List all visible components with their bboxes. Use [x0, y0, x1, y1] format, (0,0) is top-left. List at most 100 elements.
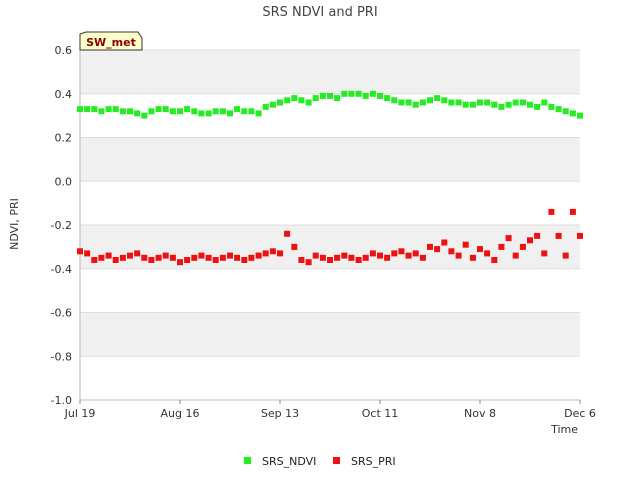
- ndvi-point: [277, 99, 283, 106]
- ndvi-point: [91, 106, 98, 113]
- grid-band: [80, 356, 580, 400]
- ndvi-point: [234, 106, 241, 113]
- pri-point: [462, 241, 469, 248]
- ndvi-point: [384, 95, 391, 102]
- ndvi-point: [162, 106, 169, 113]
- pri-point: [91, 257, 98, 263]
- ndvi-point: [227, 110, 233, 117]
- pri-point: [434, 246, 441, 253]
- pri-point: [312, 252, 319, 259]
- pri-point: [498, 243, 505, 250]
- ndvi-point: [298, 97, 305, 104]
- pri-point: [477, 246, 483, 253]
- pri-point: [405, 252, 412, 259]
- legend-label-pri: SRS_PRI: [351, 455, 396, 468]
- legend-label-ndvi: SRS_NDVI: [262, 455, 316, 468]
- pri-point: [548, 208, 555, 215]
- pri-point: [534, 232, 541, 239]
- ndvi-point: [412, 101, 419, 108]
- y-axis-ticks: 0.6 0.4 0.2 0.0 -0.2 -0.4 -0.6 -0.8 -1.0: [51, 44, 72, 407]
- x-tick-label: Nov 8: [464, 407, 496, 420]
- pri-point: [241, 257, 248, 263]
- ndvi-point: [527, 101, 533, 108]
- pri-point: [569, 208, 576, 215]
- ndvi-point: [469, 101, 476, 108]
- pri-point: [134, 250, 141, 257]
- pri-point: [177, 259, 183, 266]
- ndvi-point: [127, 108, 133, 115]
- pri-point: [148, 257, 155, 263]
- ndvi-point: [391, 97, 398, 104]
- ndvi-point: [548, 103, 555, 110]
- ndvi-point: [405, 99, 412, 106]
- chart-title: SRS NDVI and PRI: [262, 5, 377, 20]
- ndvi-point: [141, 112, 148, 119]
- ndvi-point: [319, 92, 326, 99]
- pri-point: [284, 230, 291, 237]
- grid-band: [80, 268, 580, 313]
- y-tick-label: 0.0: [55, 175, 73, 188]
- series-srs_pri: [77, 208, 583, 266]
- ndvi-point: [269, 101, 276, 108]
- ndvi-point: [512, 99, 519, 106]
- pri-point: [562, 252, 569, 259]
- ndvi-point: [241, 108, 248, 115]
- ndvi-point: [148, 108, 155, 115]
- pri-point: [369, 250, 376, 257]
- pri-point: [212, 257, 219, 263]
- ndvi-point: [427, 97, 433, 104]
- ndvi-point: [327, 92, 333, 99]
- pri-point: [98, 254, 105, 261]
- ndvi-point: [191, 108, 198, 115]
- x-tick-label: Sep 13: [261, 407, 299, 420]
- y-tick-label: -0.6: [51, 307, 72, 320]
- pri-point: [384, 254, 391, 261]
- x-axis-label: Time: [550, 423, 578, 436]
- ndvi-point: [448, 99, 455, 106]
- y-tick-label: 0.4: [55, 88, 73, 101]
- pri-point: [341, 252, 348, 259]
- ndvi-point: [169, 108, 176, 115]
- ndvi-point: [305, 99, 312, 106]
- ndvi-point: [484, 99, 491, 106]
- ndvi-point: [577, 112, 583, 119]
- pri-point: [84, 250, 91, 257]
- pri-point: [391, 250, 398, 257]
- pri-point: [362, 254, 369, 261]
- grid-band: [80, 181, 580, 225]
- y-tick-label: 0.6: [55, 44, 73, 57]
- ndvi-point: [455, 99, 462, 106]
- ndvi-point: [369, 90, 376, 97]
- ndvi-point: [98, 108, 105, 115]
- pri-point: [298, 257, 305, 263]
- pri-point: [112, 257, 119, 263]
- pri-point: [441, 239, 448, 246]
- x-tick-label: Oct 11: [362, 407, 399, 420]
- y-tick-label: 0.2: [55, 132, 73, 145]
- ndvi-point: [434, 95, 441, 102]
- pri-point: [141, 254, 148, 261]
- ndvi-point: [562, 108, 569, 115]
- pri-point: [541, 250, 548, 257]
- pri-point: [119, 254, 126, 261]
- pri-point: [198, 252, 205, 259]
- pri-point: [512, 252, 519, 259]
- ndvi-point: [205, 110, 212, 117]
- x-tick-label: Jul 19: [64, 407, 96, 420]
- ndvi-point: [134, 110, 141, 117]
- pri-point: [191, 254, 198, 261]
- ndvi-point: [334, 95, 341, 102]
- y-tick-label: -1.0: [51, 394, 72, 407]
- site-badge-label: SW_met: [86, 36, 136, 49]
- site-badge-shape: [79, 31, 143, 51]
- pri-point: [412, 250, 419, 257]
- pri-point: [262, 250, 269, 257]
- pri-point: [519, 243, 526, 250]
- pri-point: [77, 248, 83, 255]
- ndvi-point: [555, 106, 562, 113]
- ndvi-point: [77, 106, 83, 113]
- ndvi-point: [534, 103, 541, 110]
- ndvi-point: [255, 110, 262, 117]
- ndvi-point: [105, 106, 112, 113]
- pri-point: [455, 252, 462, 259]
